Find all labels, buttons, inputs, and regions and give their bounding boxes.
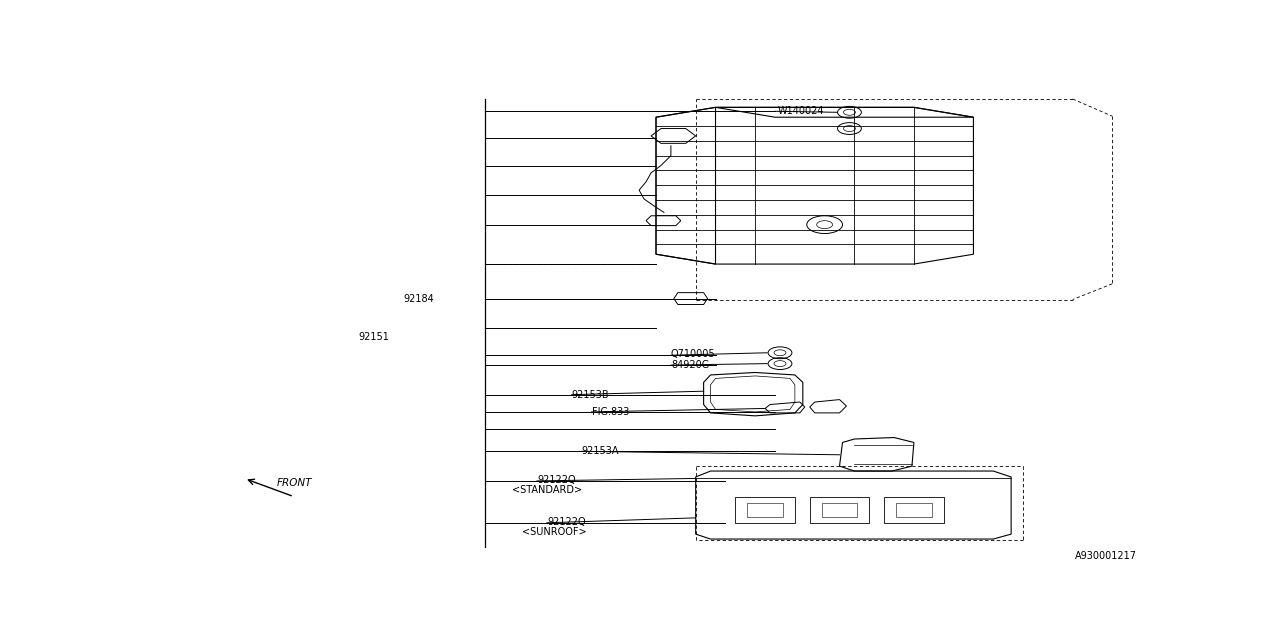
Bar (735, 497, 795, 523)
Text: 92151: 92151 (358, 332, 389, 342)
Text: FIG.833: FIG.833 (591, 407, 628, 417)
Text: W140024: W140024 (778, 106, 824, 116)
Bar (884, 497, 943, 523)
Text: 84920G: 84920G (671, 360, 709, 370)
Text: 92153B: 92153B (572, 390, 609, 399)
Text: <SUNROOF>: <SUNROOF> (522, 527, 586, 537)
Text: Q710005: Q710005 (671, 349, 716, 359)
Text: FRONT: FRONT (276, 478, 312, 488)
Text: <STANDARD>: <STANDARD> (512, 484, 582, 495)
Bar (822, 503, 858, 517)
Text: 92184: 92184 (403, 294, 434, 303)
Text: A930001217: A930001217 (1075, 551, 1137, 561)
Bar (896, 503, 932, 517)
Bar (810, 497, 869, 523)
Bar (748, 503, 783, 517)
Text: 92122Q: 92122Q (547, 516, 585, 527)
Text: 92153A: 92153A (581, 446, 620, 456)
Text: 92122Q: 92122Q (538, 475, 576, 485)
